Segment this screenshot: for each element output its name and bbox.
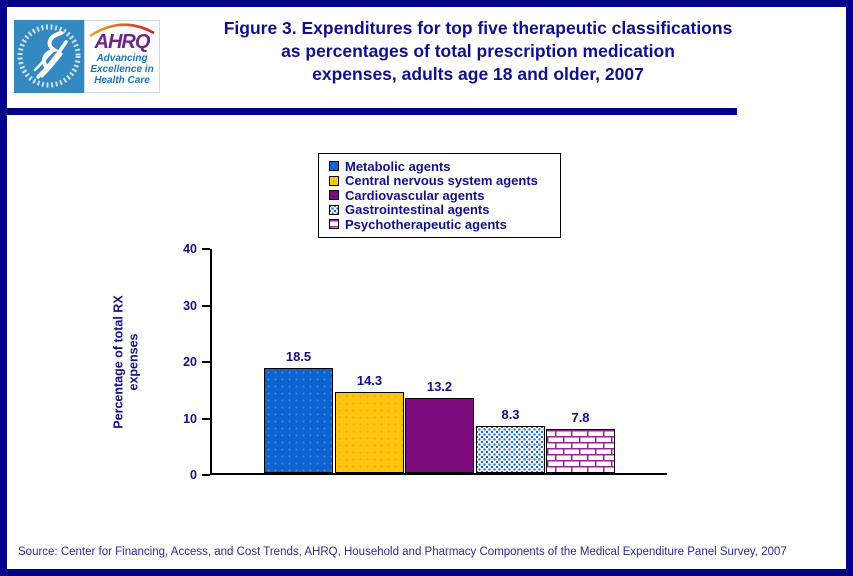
ahrq-tagline: Advancing Excellence in Health Care [90, 53, 153, 86]
bar-value-label: 13.2 [426, 379, 453, 394]
legend-color-swatch-icon [329, 219, 339, 230]
figure-title-line-1: Figure 3. Expenditures for top five ther… [223, 18, 733, 38]
y-axis-tick: 40 [150, 242, 210, 256]
y-axis-tick-mark [202, 248, 210, 250]
legend-item-label: Metabolic agents [345, 158, 451, 174]
figure-title-line-3: expenses, adults age 18 and older, 2007 [312, 64, 644, 84]
legend-item-label: Psychotherapeutic agents [345, 216, 507, 232]
ahrq-logo: AHRQ Advancing Excellence in Health Care [84, 20, 160, 93]
bar-value-label: 18.5 [285, 349, 312, 364]
y-axis-line [210, 249, 212, 475]
hhs-logo [14, 20, 84, 93]
x-axis-line [210, 473, 667, 475]
figure-title: Figure 3. Expenditures for top five ther… [170, 17, 786, 86]
y-axis-tick: 20 [150, 355, 210, 369]
bar-cardiovascular-agents: 13.2 [405, 379, 474, 473]
legend-item-label: Cardiovascular agents [345, 187, 485, 203]
ahrq-acronym: AHRQ [94, 31, 151, 53]
plot-area: 0 10 20 30 40 18.5 14.3 13.2 8.3 7.8 [183, 242, 667, 482]
figure-title-line-2: as percentages of total prescription med… [281, 41, 675, 61]
legend-item: Metabolic agents [329, 159, 552, 174]
bar-central-nervous-system-agents: 14.3 [335, 373, 404, 473]
y-axis-tick-label: 20 [183, 355, 197, 369]
y-axis-tick-mark [202, 305, 210, 307]
header-divider-bar [7, 108, 737, 115]
y-axis-tick-label: 30 [183, 299, 197, 313]
legend-item: Psychotherapeutic agents [329, 217, 552, 232]
bar-gastrointestinal-agents: 8.3 [476, 407, 545, 473]
y-axis-tick-mark [202, 361, 210, 363]
ahrq-swoosh-icon [89, 23, 155, 37]
y-axis-tick-mark [202, 418, 210, 420]
agency-logo-block: AHRQ Advancing Excellence in Health Care [14, 20, 160, 93]
legend: Metabolic agents Central nervous system … [318, 153, 561, 238]
legend-item: Cardiovascular agents [329, 188, 552, 203]
source-note: Source: Center for Financing, Access, an… [18, 546, 787, 558]
y-axis-title-text: Percentage of total RX expenses [112, 295, 142, 428]
y-axis-title: Percentage of total RX expenses [101, 249, 153, 475]
bar-metabolic-agents: 18.5 [264, 349, 333, 473]
legend-item: Central nervous system agents [329, 173, 552, 189]
y-axis-tick-label: 40 [183, 242, 197, 256]
bar-value-label: 7.8 [571, 410, 590, 425]
legend-item-label: Gastrointestinal agents [345, 202, 490, 218]
legend-color-swatch-icon [329, 175, 339, 186]
legend-color-swatch-icon [329, 161, 339, 172]
legend-item: Gastrointestinal agents [329, 202, 552, 218]
y-axis-tick: 30 [150, 299, 210, 313]
y-axis-title-line: Percentage of total RX [112, 295, 126, 429]
y-axis-tick: 0 [150, 468, 210, 482]
hhs-eagle-icon [17, 24, 81, 88]
ahrq-tagline-line: Advancing [96, 53, 148, 64]
legend-item-label: Central nervous system agents [345, 173, 538, 189]
bar-value-label: 14.3 [356, 373, 383, 388]
y-axis-tick-mark [202, 474, 210, 476]
y-axis-tick: 10 [150, 412, 210, 426]
bar-psychotherapeutic-agents: 7.8 [546, 410, 615, 473]
legend-color-swatch-icon [329, 204, 339, 215]
y-axis-title-line: expenses [127, 333, 141, 391]
legend-color-swatch-icon [329, 190, 339, 201]
y-axis-tick-label: 10 [183, 412, 197, 426]
y-axis-tick-label: 0 [190, 468, 197, 482]
ahrq-tagline-line: Excellence in [90, 64, 154, 75]
bar-value-label: 8.3 [501, 407, 520, 422]
ahrq-tagline-line: Health Care [94, 75, 150, 86]
